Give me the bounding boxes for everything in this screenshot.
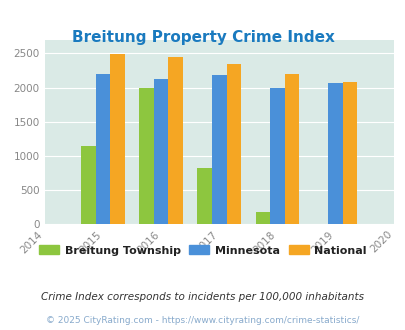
Bar: [139, 88, 153, 224]
Text: © 2025 CityRating.com - https://www.cityrating.com/crime-statistics/: © 2025 CityRating.com - https://www.city…: [46, 315, 359, 325]
Text: Crime Index corresponds to incidents per 100,000 inhabitants: Crime Index corresponds to incidents per…: [41, 292, 364, 302]
Bar: [95, 74, 110, 224]
Bar: [197, 168, 211, 224]
Bar: [328, 83, 342, 224]
Bar: [342, 82, 356, 224]
Legend: Breitung Township, Minnesota, National: Breitung Township, Minnesota, National: [34, 241, 371, 260]
Bar: [255, 213, 269, 224]
Bar: [226, 64, 241, 224]
Bar: [110, 54, 124, 224]
Bar: [81, 147, 95, 224]
Bar: [269, 88, 284, 224]
Bar: [284, 74, 298, 224]
Bar: [211, 75, 226, 224]
Bar: [153, 79, 168, 224]
Bar: [168, 57, 182, 224]
Text: Breitung Property Crime Index: Breitung Property Crime Index: [71, 30, 334, 45]
